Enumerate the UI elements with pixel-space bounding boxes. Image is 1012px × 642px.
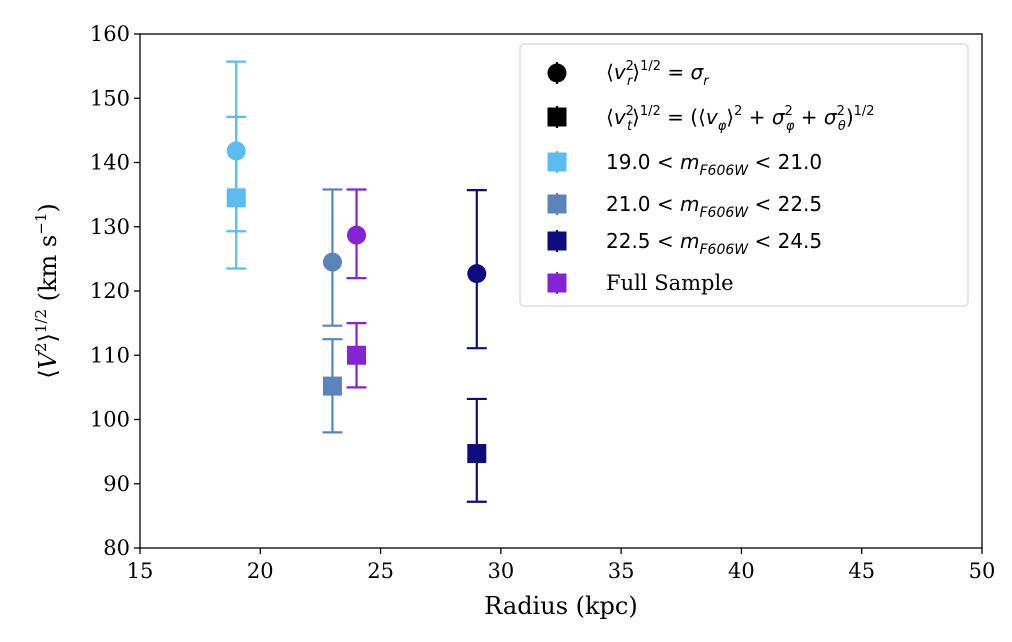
legend-handle-series-marker — [547, 231, 567, 251]
legend: ⟨v2 r⟩1/2 = σr ⟨v2 t⟩1/2 = (⟨vφ⟩2 + σ2 φ + … — [519, 43, 969, 307]
data-point-square — [322, 376, 342, 396]
y-tick-label: 100 — [90, 408, 130, 432]
data-point-square — [347, 345, 367, 365]
x-tick-label: 45 — [848, 559, 875, 583]
y-tick-label: 130 — [90, 215, 130, 239]
data-point-circle — [347, 225, 367, 245]
legend-frame — [519, 43, 969, 307]
x-tick-label: 50 — [969, 559, 996, 583]
x-tick-label: 35 — [608, 559, 635, 583]
x-tick-label: 40 — [728, 559, 755, 583]
x-axis-title: Radius (kpc) — [484, 592, 637, 620]
y-tick-label: 160 — [90, 22, 130, 46]
legend-label-radial: ⟨v2 r⟩1/2 = σr — [606, 59, 710, 89]
legend-handle-radial-marker — [547, 63, 567, 83]
data-point-circle — [322, 252, 342, 272]
legend-handle-tangential-marker — [547, 107, 567, 127]
y-tick-label: 150 — [90, 86, 130, 110]
ticks-layer: 15 20 25 30 35 40 45 50 80 90 100 110 120 130 140 150 16… — [90, 22, 995, 583]
y-tick-label: 110 — [90, 343, 130, 367]
data-point-square — [467, 444, 487, 464]
legend-entries — [547, 62, 567, 294]
y-axis-title: ⟨V2⟩1/2 (km s−1) — [32, 203, 62, 379]
legend-handle-series-marker — [547, 194, 567, 214]
x-tick-label: 30 — [487, 559, 514, 583]
y-tick-label: 120 — [90, 279, 130, 303]
data-point-square — [226, 188, 246, 208]
legend-handle-series-marker — [547, 152, 567, 172]
legend-label-full-sample: Full Sample — [606, 271, 734, 295]
legend-label-mid: 21.0 < mF606W < 22.5 — [606, 192, 822, 221]
y-tick-label: 90 — [103, 472, 130, 496]
legend-label-bright: 19.0 < mF606W < 21.0 — [606, 150, 822, 179]
x-tick-label: 25 — [367, 559, 394, 583]
data-point-circle — [467, 264, 487, 284]
y-tick-label: 140 — [90, 151, 130, 175]
legend-handle-series-marker — [547, 273, 567, 293]
legend-label-tangential: ⟨v2 t⟩1/2 = (⟨vφ⟩2 + σ2 φ + σ2 θ)1/2 — [606, 104, 875, 134]
y-tick-label: 80 — [103, 536, 130, 560]
x-tick-label: 15 — [127, 559, 154, 583]
legend-label-faint: 22.5 < mF606W < 24.5 — [606, 229, 822, 258]
x-tick-label: 20 — [247, 559, 274, 583]
marks-layer — [226, 60, 487, 503]
